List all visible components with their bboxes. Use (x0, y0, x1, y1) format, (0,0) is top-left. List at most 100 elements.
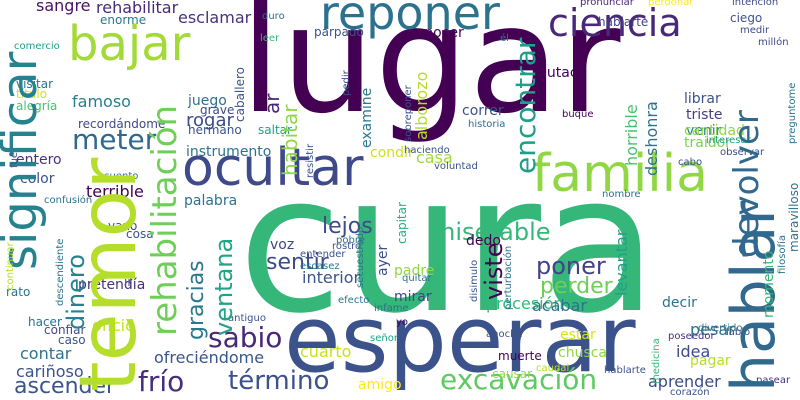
word-pronunciar: pronunciar (580, 0, 634, 8)
word-habitar: habitar (278, 104, 302, 176)
word-ar: ar (260, 93, 284, 114)
word-instrumento: instrumento (186, 144, 272, 160)
word-efecto: efecto (338, 295, 370, 306)
word-rehabilitar: rehabilitar (96, 0, 179, 17)
word-extra: entender (300, 249, 346, 260)
word-enorme: enorme (100, 13, 147, 27)
word-confusion: confusión (44, 195, 93, 206)
word-descendiente: descendiente (55, 238, 66, 306)
word-ofreciendome: ofreciéndome (154, 348, 265, 367)
word-acabar: acabar (532, 296, 587, 315)
word-infame: infame (374, 303, 409, 314)
word-estar: estar (560, 327, 596, 343)
word-saltar: saltar (258, 123, 292, 137)
word-casa: casa (416, 148, 453, 167)
word-butaca: butaca (538, 65, 587, 81)
word-perdonar: perdonar (648, 0, 694, 8)
word-oficio: oficio (92, 316, 135, 335)
word-senor: señor (370, 333, 398, 344)
word-idea: idea (676, 342, 711, 361)
word-cantidad: cantidad (684, 123, 745, 139)
word-medicina: medicina (651, 338, 662, 384)
word-significar: significar (0, 51, 48, 270)
word-examine: examine (359, 87, 375, 148)
word-resistir: resistir (305, 143, 316, 178)
word-librar: librar (684, 91, 721, 107)
word-rostro: rostro (332, 241, 362, 252)
word-terrible: terrible (86, 182, 144, 201)
word-sabio: sabio (208, 321, 283, 354)
word-reponer: reponer (320, 0, 500, 40)
word-alegria: alegría (16, 99, 58, 113)
word-recordandome: fué (9, 151, 20, 168)
word-rehabilitacion: rehabilitación (145, 104, 185, 336)
word-perturbacion: perturbación (503, 245, 514, 310)
word-causar: causar (492, 367, 533, 381)
word-duro: duro (262, 11, 285, 22)
word-el: él (500, 33, 509, 44)
word-cabo: cabo (678, 157, 703, 168)
word-pobre: pobre (336, 235, 365, 246)
word-ocultar: ocultar (182, 138, 364, 198)
word-esclamar: esclamar (178, 8, 252, 27)
word-anoche: anoche (486, 329, 523, 340)
word-palabra: palabra (184, 193, 238, 209)
word-carinoso: cariñoso (16, 362, 84, 381)
word-parpado: párpado (314, 25, 364, 39)
word-conocer: conocer (408, 25, 464, 41)
word-color: color (20, 171, 55, 187)
word-excavacion: excavación (440, 363, 598, 396)
word-poner: poner (536, 252, 606, 280)
word-titulo: título (16, 87, 48, 101)
word-fue: recordándome (78, 117, 166, 131)
word-nombre: nombre (602, 189, 641, 200)
word-miserable: miserable (432, 218, 551, 246)
word-hacer: hacer (28, 315, 62, 329)
word-sangre: sangre (36, 0, 91, 15)
word-pagar: pagar (690, 353, 731, 369)
word-devolver: devolver (727, 110, 767, 258)
word-encontrar: encontrar (509, 37, 542, 174)
word-ciencia: ciencia (548, 1, 682, 45)
word-hablarte-top: hablarte (598, 15, 649, 29)
word-alborozo: alborozo (412, 71, 431, 140)
word-hermano: hermano (188, 123, 242, 137)
word-padre: padre (394, 263, 435, 279)
word-sentir: sentir (266, 250, 329, 275)
word-haciendo: haciendo (404, 145, 450, 156)
word-disimulo: disimulo (469, 259, 480, 302)
word-levantar: levantar (612, 229, 631, 296)
word-ayer: ayer (375, 244, 391, 276)
word-juego: juego (188, 93, 227, 109)
word-contar: contar (20, 344, 72, 363)
word-leer: leer (260, 33, 280, 44)
word-cura: cura (238, 134, 658, 355)
word-chusca: chusca (558, 345, 608, 361)
word-perder: perder (540, 274, 613, 299)
word-comercio: comercio (14, 41, 60, 52)
word-frio: frío (138, 365, 185, 398)
word-capitar: capitar (395, 202, 409, 244)
word-millon: millón (758, 37, 789, 48)
word-secuestrado: secuestrado (355, 226, 366, 288)
word-traidor: traidor (684, 135, 731, 151)
word-medir: medir (740, 25, 770, 36)
word-continuar: continuar (5, 242, 16, 290)
word-decir: decir (662, 295, 697, 311)
word-pasear: pasear (756, 375, 791, 386)
word-hablarte-bottom: hablarte (604, 365, 646, 376)
word-observar: observar (720, 147, 765, 158)
word-cosa: cosa (126, 227, 154, 241)
word-filosofia: filosofía (777, 235, 788, 274)
word-rogar: rogar (186, 110, 234, 131)
word-ventana: ventana (210, 237, 238, 336)
word-pretendia: pretendía (78, 277, 146, 293)
word-muerte: muerte (498, 349, 542, 363)
word-voluntad: voluntad (434, 161, 478, 172)
word-grave: grave (200, 103, 235, 117)
word-sobreponer: sobreponer (403, 85, 414, 142)
word-corazon: corazón (670, 387, 710, 398)
word-interesar: interesar (706, 135, 751, 146)
word-yo: yo (396, 317, 409, 328)
